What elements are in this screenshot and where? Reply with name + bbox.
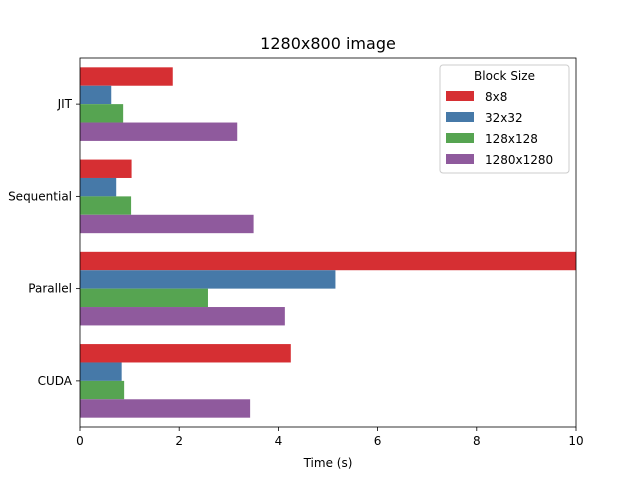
bar-cuda-128x128	[80, 380, 125, 400]
bar-parallel-8x8	[80, 251, 576, 271]
legend-swatch	[446, 112, 474, 122]
legend-label: 128x128	[485, 132, 538, 146]
bar-sequential-1280x1280	[80, 214, 254, 234]
legend-swatch	[446, 154, 474, 164]
bar-cuda-8x8	[80, 344, 291, 363]
legend-label: 1280x1280	[485, 153, 553, 167]
bar-parallel-1280x1280	[80, 307, 285, 326]
y-axis: JIT Sequential Parallel CUDA	[8, 97, 80, 388]
legend-swatch	[446, 133, 474, 143]
y-tick-label: Sequential	[8, 189, 72, 203]
bar-parallel-32x32	[80, 270, 336, 289]
x-tick-label: 2	[175, 434, 183, 448]
bar-cuda-1280x1280	[80, 399, 251, 418]
chart-title: 1280x800 image	[260, 34, 396, 53]
bar-jit-1280x1280	[80, 122, 238, 141]
bar-jit-32x32	[80, 85, 112, 105]
x-tick-label: 0	[76, 434, 84, 448]
x-tick-label: 4	[275, 434, 283, 448]
x-axis-label: Time (s)	[303, 456, 353, 470]
bar-sequential-128x128	[80, 196, 132, 215]
bar-cuda-32x32	[80, 362, 122, 381]
x-tick-label: 6	[374, 434, 382, 448]
x-axis: 0 2 4 6 8 10	[76, 427, 584, 448]
bar-jit-8x8	[80, 67, 173, 86]
axes-frame	[79, 57, 577, 428]
legend-label: 32x32	[485, 111, 523, 125]
y-tick-label: Parallel	[28, 282, 72, 296]
x-tick-label: 8	[473, 434, 481, 448]
y-tick-label: CUDA	[38, 374, 73, 388]
bars-group	[80, 67, 576, 418]
x-tick-label: 10	[568, 434, 583, 448]
y-tick-label: JIT	[57, 97, 73, 111]
legend-title: Block Size	[474, 69, 535, 83]
legend-swatch	[446, 91, 474, 101]
bar-parallel-128x128	[80, 288, 208, 308]
bar-sequential-32x32	[80, 177, 117, 197]
legend-label: 8x8	[485, 90, 507, 104]
legend: Block Size 8x8 32x32 128x128 1280x1280	[439, 64, 570, 174]
bar-jit-128x128	[80, 104, 124, 123]
bar-sequential-8x8	[80, 159, 132, 178]
